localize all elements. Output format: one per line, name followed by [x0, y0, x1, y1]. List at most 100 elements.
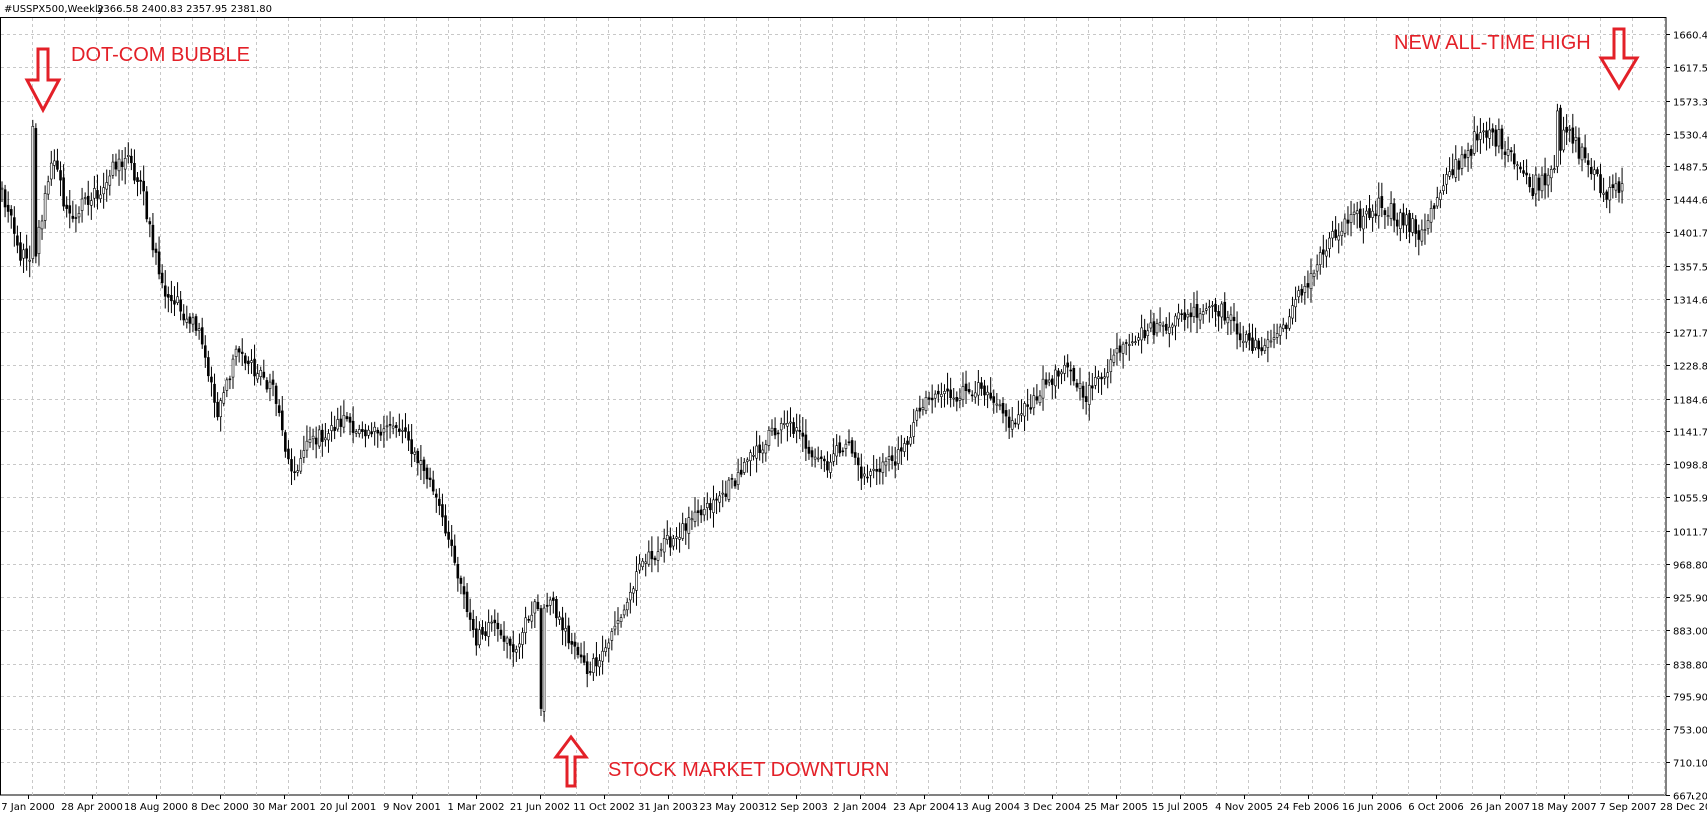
candle	[702, 497, 706, 522]
candle	[1155, 318, 1159, 337]
candle	[237, 346, 241, 363]
candle	[1343, 213, 1347, 238]
candle	[240, 338, 244, 366]
candle	[561, 606, 564, 646]
candle	[739, 457, 743, 478]
candle	[653, 555, 657, 566]
candle	[19, 232, 22, 266]
candle	[798, 414, 802, 440]
candle	[1245, 330, 1248, 348]
x-tick-label: 7 Sep 2007	[1599, 802, 1656, 813]
candle	[1417, 224, 1421, 256]
candle	[1426, 214, 1430, 235]
candle	[576, 642, 580, 659]
candle	[730, 473, 734, 489]
candle	[1482, 122, 1485, 144]
candle	[231, 354, 235, 389]
x-tick-label: 31 Jan 2003	[638, 802, 698, 813]
candle	[65, 196, 68, 218]
candle	[807, 440, 811, 460]
candle	[53, 149, 56, 180]
candle	[1399, 208, 1402, 242]
y-tick-label: 1228.80	[1673, 362, 1707, 373]
candle	[148, 217, 152, 238]
candle	[1596, 167, 1599, 177]
candle	[459, 575, 463, 595]
candle	[983, 379, 986, 406]
candle	[511, 630, 515, 667]
candle	[1318, 246, 1322, 275]
candle	[228, 375, 232, 390]
candle	[672, 535, 675, 551]
candle	[1528, 173, 1531, 193]
candle	[1442, 174, 1445, 195]
candle	[659, 542, 663, 557]
candle	[487, 609, 490, 647]
candle	[170, 280, 173, 314]
candle	[265, 377, 269, 393]
candle	[364, 423, 367, 448]
candle	[1106, 359, 1110, 389]
candle	[980, 377, 983, 396]
candle	[43, 185, 47, 229]
candle	[946, 372, 949, 405]
candle	[712, 485, 715, 528]
candle	[992, 389, 996, 414]
downturn-arrow-shape	[553, 734, 589, 788]
candle	[604, 639, 607, 657]
candle	[1041, 365, 1045, 411]
chart-header-ohlc: 2366.58 2400.83 2357.95 2381.80	[97, 4, 272, 15]
candle	[1297, 285, 1300, 304]
y-tick-label: 1141.70	[1673, 428, 1707, 439]
candle	[1580, 143, 1584, 172]
candle	[1094, 366, 1097, 390]
candle	[1337, 223, 1341, 254]
candle	[179, 291, 182, 321]
x-tick-label: 2 Jan 2004	[833, 802, 887, 813]
candle	[878, 456, 882, 485]
candle	[151, 213, 155, 258]
x-tick-label: 8 Dec 2000	[191, 802, 249, 813]
candle	[644, 553, 648, 577]
candle	[1075, 379, 1079, 392]
candle	[142, 165, 145, 206]
candle	[1540, 166, 1544, 199]
candle	[302, 435, 306, 464]
candle	[823, 455, 826, 472]
candle	[866, 464, 869, 483]
x-tick-label: 7 Jan 2000	[1, 802, 55, 813]
candle	[1152, 312, 1156, 344]
candle	[863, 466, 866, 485]
candle	[582, 641, 586, 666]
candle	[391, 416, 395, 435]
candle	[1586, 153, 1590, 178]
candle	[207, 350, 210, 382]
candle	[25, 234, 28, 271]
candle	[724, 480, 728, 502]
candle	[74, 204, 78, 233]
candle	[253, 344, 256, 386]
candle	[706, 492, 709, 521]
y-tick-label: 925.90	[1673, 594, 1707, 605]
candle	[203, 335, 207, 368]
candle	[1306, 270, 1310, 299]
candle	[1115, 332, 1119, 366]
candle	[167, 286, 170, 313]
candle	[625, 598, 629, 617]
candle	[1084, 381, 1088, 415]
candle	[86, 180, 90, 216]
candle	[607, 638, 611, 663]
candle	[348, 413, 352, 436]
candle	[918, 395, 922, 419]
candle	[937, 384, 940, 403]
candle	[764, 439, 768, 462]
x-tick-label: 6 Oct 2006	[1408, 802, 1463, 813]
candle	[536, 594, 540, 611]
candle	[570, 632, 574, 655]
candle	[776, 429, 780, 447]
candle	[804, 419, 808, 461]
candle	[93, 175, 96, 208]
candle	[453, 534, 457, 566]
candle	[533, 599, 537, 628]
candle	[1288, 308, 1291, 331]
